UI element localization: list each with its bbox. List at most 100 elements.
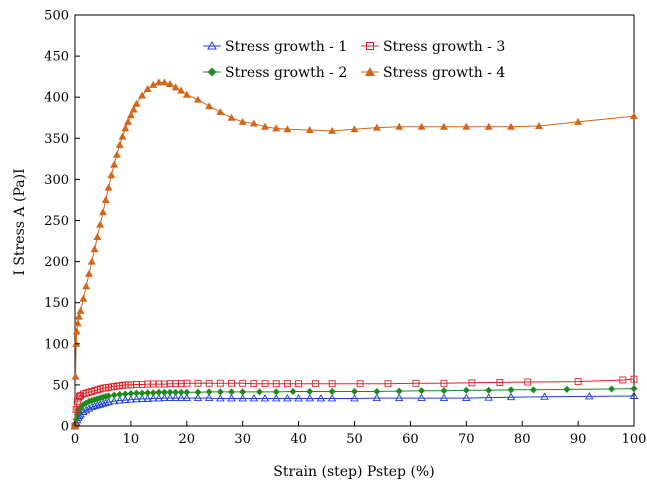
- data-point: [534, 121, 543, 129]
- data-point: [574, 378, 582, 386]
- data-point: [216, 388, 224, 396]
- data-point: [172, 388, 180, 396]
- data-point: [356, 380, 364, 388]
- data-point: [118, 132, 127, 140]
- legend-label-3: Stress growth - 3: [383, 39, 505, 55]
- data-point: [126, 395, 136, 403]
- data-point: [138, 389, 146, 397]
- data-point: [417, 122, 426, 130]
- legend-label-2: Stress growth - 2: [225, 65, 347, 81]
- data-point: [283, 380, 291, 388]
- data-point: [272, 380, 280, 388]
- data-point: [484, 393, 493, 401]
- data-point: [204, 393, 214, 402]
- data-point: [395, 387, 403, 395]
- data-point: [90, 401, 99, 410]
- plot-area: [74, 14, 635, 427]
- data-point: [351, 387, 358, 395]
- data-point: [171, 393, 180, 402]
- data-point: [143, 84, 152, 92]
- data-point: [104, 397, 113, 406]
- y-tick-label: 300: [44, 173, 69, 188]
- data-point: [76, 306, 85, 314]
- y-tick-label: 150: [44, 296, 69, 311]
- data-point: [101, 195, 110, 203]
- data-point: [155, 388, 163, 396]
- data-point: [110, 160, 119, 168]
- data-point: [84, 269, 93, 277]
- data-point: [73, 319, 82, 327]
- data-point: [177, 388, 185, 396]
- data-point: [104, 183, 113, 191]
- data-point: [468, 379, 476, 387]
- data-point: [283, 125, 292, 133]
- data-point: [289, 387, 297, 395]
- data-point: [418, 387, 426, 395]
- data-point: [228, 379, 235, 387]
- data-point: [629, 391, 639, 399]
- legend-label-1: Stress growth - 1: [225, 39, 347, 55]
- data-point: [630, 385, 638, 393]
- data-point: [272, 124, 281, 132]
- data-point: [462, 393, 471, 402]
- data-point: [496, 378, 504, 386]
- data-point: [98, 208, 107, 216]
- data-point: [250, 380, 258, 388]
- data-point: [71, 372, 80, 380]
- legend-marker-triangle-open-icon: [207, 40, 217, 50]
- data-point: [72, 327, 81, 335]
- x-tick-label: 90: [570, 432, 587, 447]
- y-tick-label: 100: [44, 337, 69, 352]
- data-point: [183, 379, 191, 387]
- data-point: [74, 312, 83, 320]
- data-point: [249, 119, 258, 127]
- data-point: [160, 78, 169, 86]
- data-point: [177, 86, 186, 94]
- series-line: [74, 395, 635, 427]
- data-point: [194, 379, 202, 387]
- x-tick-label: 80: [514, 432, 531, 447]
- data-point: [216, 394, 225, 402]
- data-point: [101, 398, 111, 406]
- data-point: [115, 140, 124, 148]
- data-point: [294, 394, 303, 402]
- data-point: [72, 406, 80, 414]
- data-point: [121, 124, 130, 132]
- data-point: [507, 386, 515, 394]
- y-tick-label: 200: [44, 255, 69, 270]
- data-point: [84, 404, 94, 412]
- data-point: [129, 105, 138, 113]
- data-point: [96, 220, 105, 228]
- data-point: [205, 379, 213, 387]
- data-point: [116, 390, 124, 398]
- data-point: [193, 393, 203, 402]
- data-point: [311, 380, 319, 388]
- data-point: [95, 400, 105, 408]
- data-point: [485, 386, 493, 394]
- data-point: [328, 126, 337, 134]
- x-tick-label: 70: [458, 432, 475, 447]
- data-point: [216, 379, 224, 387]
- data-point: [216, 107, 225, 115]
- data-point: [507, 122, 516, 130]
- x-tick-label: 10: [123, 432, 140, 447]
- data-point: [160, 388, 168, 396]
- series-4: [71, 78, 638, 429]
- data-point: [563, 385, 571, 393]
- data-point: [255, 388, 263, 396]
- data-point: [183, 388, 191, 396]
- data-point: [154, 78, 163, 86]
- data-point: [98, 399, 108, 407]
- y-tick-label: 450: [44, 50, 69, 65]
- data-point: [166, 80, 175, 88]
- legend-item-4: Stress growth - 4: [361, 65, 505, 81]
- data-point: [373, 387, 381, 395]
- data-point: [417, 393, 426, 402]
- data-point: [440, 387, 448, 395]
- data-point: [306, 387, 314, 395]
- data-point: [227, 394, 236, 402]
- data-point: [350, 394, 359, 402]
- data-point: [166, 388, 174, 396]
- data-point: [506, 392, 516, 401]
